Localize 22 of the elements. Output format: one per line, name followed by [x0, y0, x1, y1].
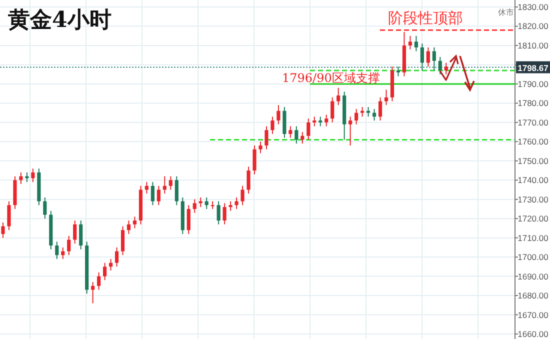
y-tick-label: 1670.00 [518, 310, 549, 320]
chart-title: 黄金4小时 [7, 7, 112, 33]
y-tick-label: 1710.00 [518, 232, 549, 243]
y-tick-label: 1830.00 [518, 2, 549, 12]
y-tick-label: 1820.00 [518, 21, 549, 32]
y-tick-label: 1790.00 [518, 78, 549, 89]
y-tick-label: 1740.00 [518, 175, 549, 186]
y-tick-label: 1730.00 [518, 194, 549, 204]
y-tick-label: 1660.00 [518, 329, 549, 339]
y-tick-label: 1680.00 [518, 290, 549, 301]
ref-line-label: 1798.67 [518, 62, 549, 73]
annotation: 休市 [498, 8, 514, 17]
y-tick-label: 1780.00 [518, 98, 549, 108]
annotation: 1796/90区域支撑 [282, 71, 380, 85]
y-tick-label: 1720.00 [518, 214, 549, 224]
annotation: 阶段性顶部 [388, 9, 463, 27]
y-tick-label: 1750.00 [518, 156, 549, 166]
y-tick-label: 1690.00 [518, 271, 549, 282]
y-tick-label: 1700.00 [518, 252, 549, 262]
y-tick-label: 1760.00 [518, 136, 549, 147]
y-tick-label: 1810.00 [518, 40, 549, 50]
y-tick-label: 1770.00 [518, 117, 549, 128]
